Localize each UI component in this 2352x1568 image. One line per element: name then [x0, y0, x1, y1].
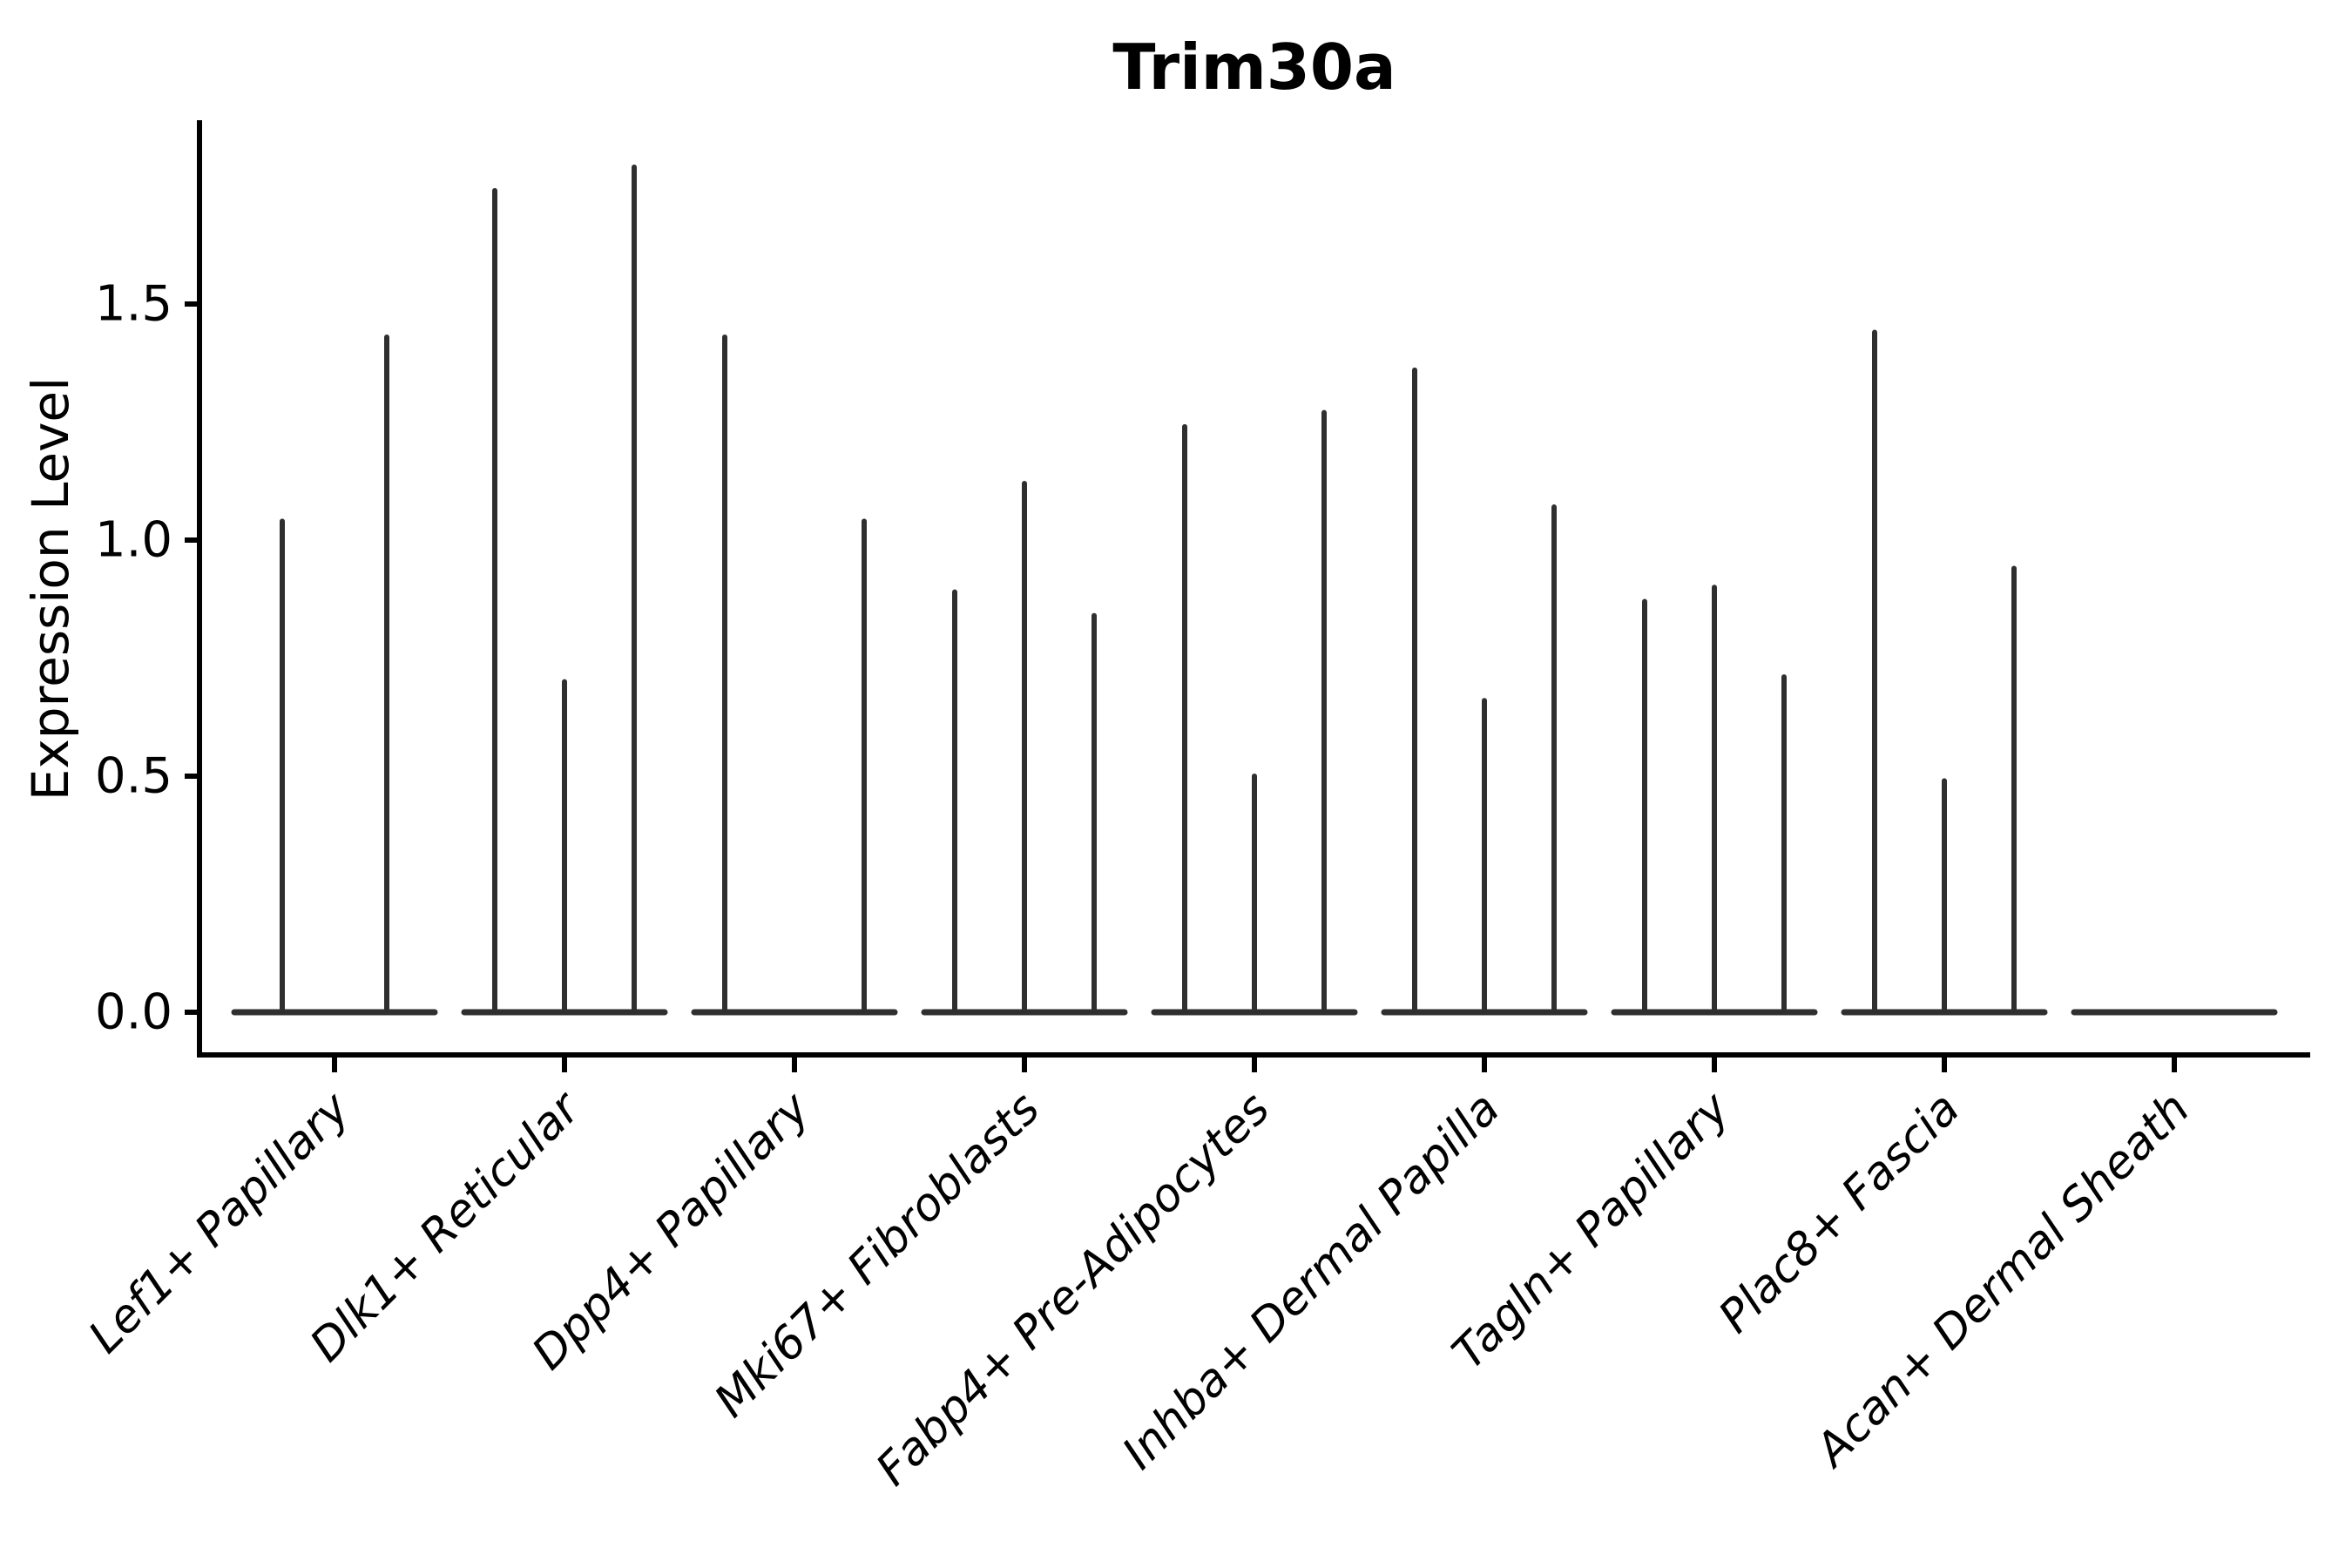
- x-tick-label: Plac8+ Fascia: [1709, 1083, 1970, 1343]
- y-tick-label: 1.5: [95, 276, 172, 333]
- violins: [231, 164, 2278, 1016]
- y-tick-label: 0.5: [95, 748, 172, 805]
- y-tick-label: 1.0: [95, 512, 172, 569]
- x-tick-label: Acan+ Dermal Sheath: [1804, 1083, 2200, 1478]
- x-tick-label: Inhba+ Dermal Papilla: [1112, 1083, 1510, 1480]
- chart-title: Trim30a: [1112, 30, 1396, 104]
- axes: [185, 120, 2310, 1072]
- y-axis-label: Expression Level: [21, 377, 80, 801]
- y-tick-label: 0.0: [95, 984, 172, 1041]
- x-tick-label: Fabp4+ Pre-Adipocytes: [867, 1083, 1281, 1497]
